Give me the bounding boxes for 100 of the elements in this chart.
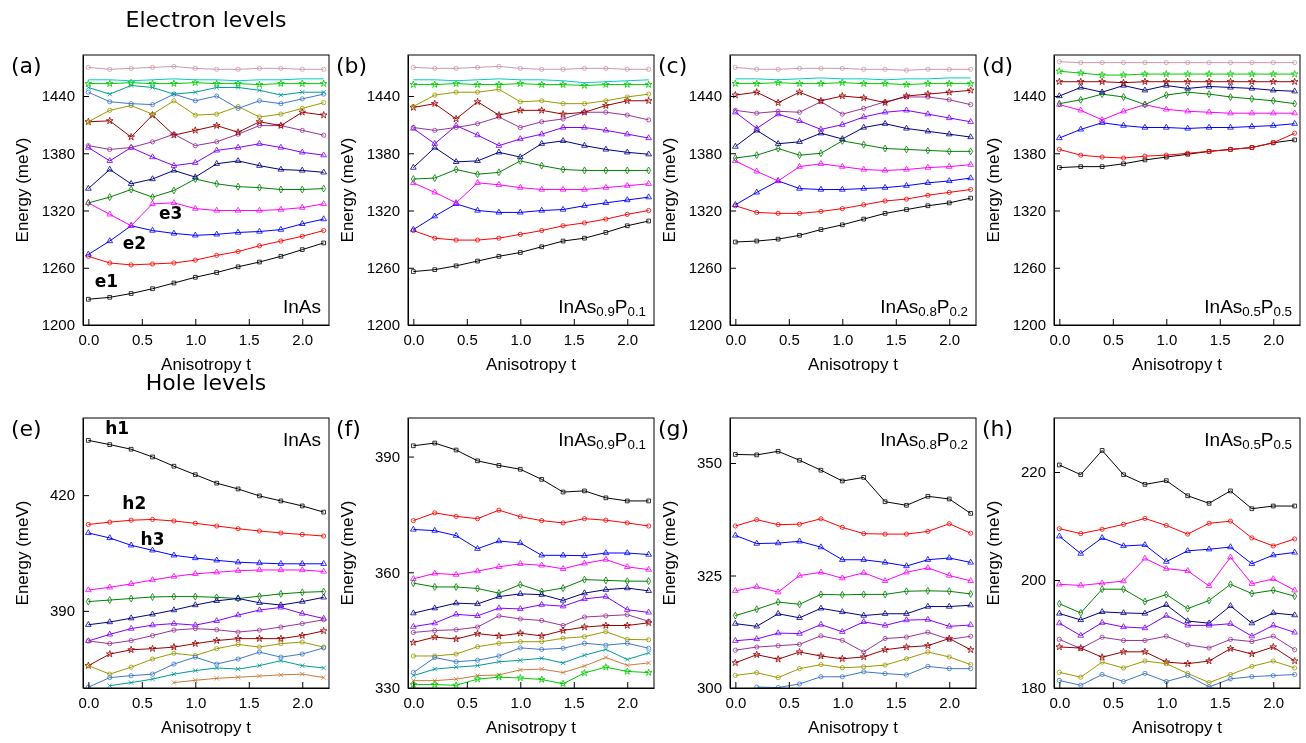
x-tick-label: 1.5	[1209, 693, 1231, 711]
point	[602, 585, 610, 592]
point	[624, 112, 630, 118]
point	[624, 636, 630, 642]
point	[1142, 153, 1148, 159]
point	[903, 124, 910, 131]
y-tick-label: 420	[49, 486, 75, 504]
point	[796, 571, 803, 578]
point	[1291, 611, 1298, 618]
point	[797, 233, 802, 238]
point	[496, 254, 502, 259]
x-axis-title: Anisotropy t	[808, 718, 899, 737]
point	[278, 111, 284, 117]
point	[559, 596, 567, 603]
point	[881, 108, 889, 115]
point	[277, 560, 285, 566]
annotation: h1	[105, 417, 130, 438]
point	[474, 567, 481, 574]
point	[127, 133, 135, 141]
point	[107, 146, 113, 152]
point	[452, 114, 460, 123]
point	[475, 458, 480, 464]
text: (b)	[336, 53, 368, 78]
point	[150, 261, 156, 267]
y-axis-title: Energy (meV)	[984, 500, 1003, 606]
point	[299, 66, 305, 72]
text: (c)	[658, 53, 688, 78]
point	[775, 675, 781, 681]
point	[754, 670, 760, 676]
point	[538, 601, 545, 607]
point	[170, 166, 178, 173]
point	[1270, 575, 1277, 581]
point	[1183, 659, 1192, 667]
line-series	[85, 157, 327, 191]
point	[1270, 633, 1276, 639]
point	[410, 579, 416, 587]
point	[581, 614, 587, 620]
point	[1270, 658, 1276, 664]
point	[860, 184, 867, 191]
point	[1205, 70, 1213, 78]
point	[774, 655, 782, 663]
point	[1163, 60, 1169, 66]
point	[453, 659, 459, 665]
point	[732, 619, 739, 626]
point	[1249, 663, 1255, 669]
point	[752, 79, 761, 87]
y-tick-label: 180	[1020, 679, 1046, 697]
point	[453, 664, 459, 670]
y-tick-label: 1440	[1012, 87, 1046, 105]
point	[946, 666, 952, 672]
y-tick-label: 1320	[41, 201, 75, 219]
point	[731, 91, 740, 99]
point	[1141, 86, 1149, 93]
point	[967, 621, 974, 628]
point	[128, 517, 134, 523]
point	[1227, 518, 1233, 524]
point	[1226, 70, 1235, 78]
point	[495, 537, 503, 544]
point	[1076, 77, 1085, 85]
point	[430, 99, 439, 107]
point	[107, 66, 113, 72]
point	[235, 84, 241, 91]
point	[171, 63, 177, 69]
point	[1163, 105, 1170, 112]
point	[603, 517, 609, 523]
x-axis-title: Anisotropy t	[161, 355, 252, 374]
point	[452, 599, 460, 606]
point	[966, 86, 975, 94]
point	[538, 140, 545, 146]
point	[881, 79, 889, 87]
point	[603, 109, 609, 115]
y-tick-label: 1320	[688, 201, 722, 219]
point	[299, 503, 305, 509]
x-tick-label: 1.0	[832, 693, 854, 711]
annotation: InAs$_{0.9}$P$_{0.1}$	[558, 296, 646, 320]
point	[602, 183, 610, 190]
x-tick-label: 0.0	[725, 693, 747, 711]
point	[277, 225, 285, 232]
point	[840, 478, 845, 484]
point	[170, 79, 178, 87]
point	[431, 212, 438, 219]
point	[1248, 84, 1256, 91]
point	[624, 223, 630, 229]
x-tick-label: 2.0	[939, 693, 961, 711]
point	[925, 66, 931, 72]
point	[107, 675, 113, 681]
point	[925, 528, 931, 534]
point	[1248, 70, 1256, 78]
point	[1056, 619, 1063, 626]
point	[1185, 642, 1191, 648]
point	[797, 109, 803, 115]
point	[170, 572, 178, 579]
point	[212, 636, 221, 644]
x-tick-label: 1.0	[510, 330, 532, 348]
point	[150, 516, 156, 522]
point	[645, 587, 652, 593]
point	[278, 101, 284, 107]
point	[1098, 618, 1106, 625]
point	[1291, 628, 1298, 635]
line-series	[411, 218, 651, 274]
